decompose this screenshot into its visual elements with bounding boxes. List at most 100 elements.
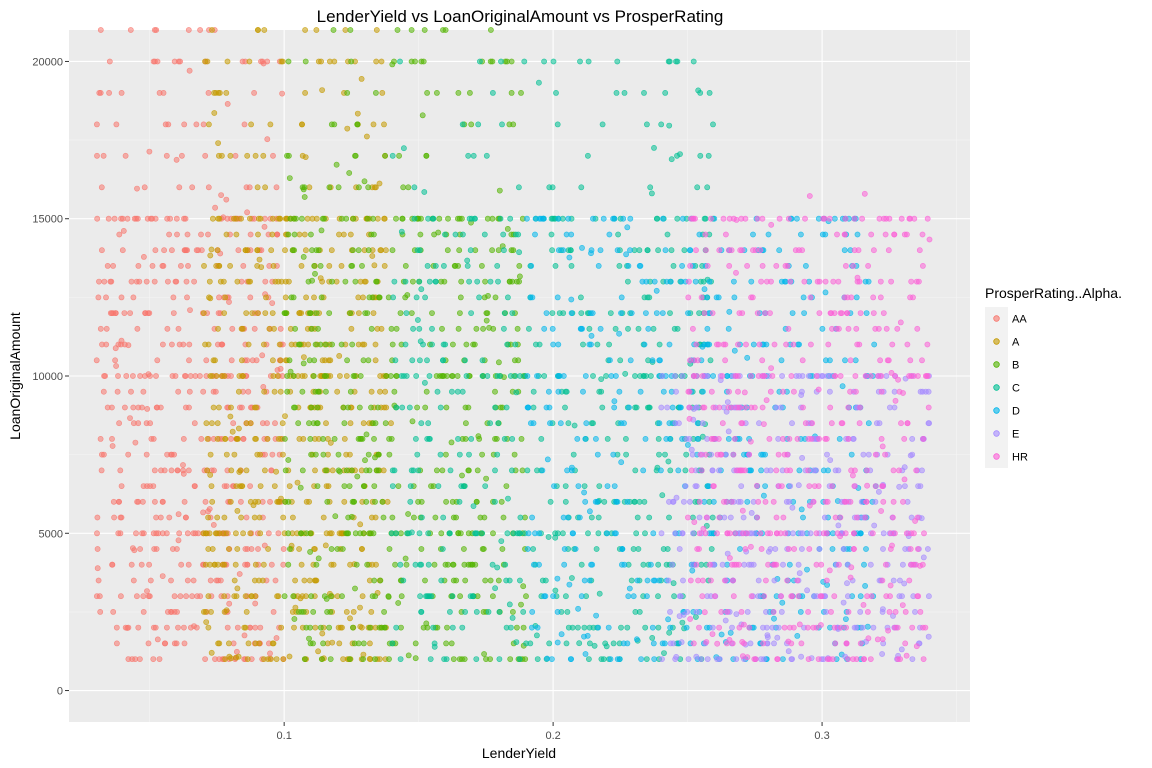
data-point	[579, 244, 585, 251]
data-point	[789, 504, 796, 511]
data-point	[344, 90, 351, 96]
data-point	[112, 310, 119, 316]
data-point	[245, 388, 252, 395]
data-point	[423, 152, 430, 159]
data-point	[909, 435, 916, 442]
data-point	[255, 498, 262, 505]
data-point	[876, 488, 882, 495]
data-point	[915, 593, 922, 600]
data-point	[469, 593, 476, 600]
data-point	[813, 530, 820, 537]
data-point	[461, 656, 468, 662]
data-point	[744, 354, 751, 361]
data-point	[349, 262, 356, 269]
data-point	[208, 649, 215, 656]
data-point	[150, 435, 157, 442]
data-point	[744, 262, 750, 269]
data-point	[315, 325, 321, 332]
data-point	[339, 593, 345, 600]
data-point	[871, 341, 878, 348]
data-point	[242, 546, 249, 552]
data-point	[786, 624, 793, 631]
data-point	[221, 483, 228, 489]
data-point	[714, 640, 721, 647]
data-point	[393, 373, 400, 379]
data-point	[907, 546, 914, 552]
data-point	[844, 310, 850, 316]
data-point	[221, 561, 228, 568]
data-point	[867, 656, 874, 662]
data-point	[845, 656, 851, 662]
y-tick-label: 20000	[32, 56, 63, 68]
legend-title: ProsperRating..Alpha.	[985, 285, 1122, 301]
data-point	[234, 546, 241, 552]
data-point	[911, 215, 918, 222]
data-point	[857, 310, 864, 316]
data-point	[496, 373, 503, 379]
data-point	[642, 624, 649, 631]
data-point	[823, 357, 829, 364]
data-point	[402, 555, 409, 562]
data-point	[688, 467, 695, 474]
data-point	[365, 247, 372, 254]
data-point	[205, 593, 212, 600]
data-point	[228, 435, 234, 442]
data-point	[302, 27, 308, 33]
data-point	[662, 247, 669, 254]
data-point	[268, 247, 275, 254]
data-point	[269, 215, 276, 222]
data-point	[641, 294, 648, 301]
data-point	[525, 530, 532, 537]
data-point	[359, 546, 365, 552]
data-point	[463, 341, 470, 348]
data-point	[870, 294, 877, 301]
data-point	[197, 27, 203, 33]
data-point	[206, 278, 213, 285]
data-point	[465, 152, 472, 159]
data-point	[202, 656, 208, 662]
data-point	[860, 602, 867, 608]
data-point	[330, 561, 337, 568]
data-point	[211, 110, 218, 116]
data-point	[562, 483, 569, 489]
data-point	[347, 420, 354, 427]
data-point	[397, 58, 403, 65]
data-point	[212, 388, 219, 395]
data-point	[621, 90, 628, 96]
data-point	[497, 215, 504, 222]
data-point	[320, 435, 326, 442]
data-point	[264, 136, 271, 143]
data-point	[423, 620, 430, 627]
data-point	[318, 58, 324, 65]
data-point	[485, 292, 491, 299]
data-point	[377, 577, 384, 584]
data-point	[99, 247, 105, 254]
data-point	[319, 87, 325, 93]
data-point	[806, 546, 813, 552]
data-point	[577, 325, 584, 332]
data-point	[739, 639, 746, 645]
data-point	[847, 574, 854, 581]
data-point	[799, 454, 805, 461]
data-point	[724, 530, 731, 537]
data-point	[117, 467, 124, 474]
data-point	[618, 310, 624, 316]
data-point	[360, 357, 367, 364]
data-point	[668, 156, 675, 163]
data-point	[716, 514, 723, 521]
data-point	[722, 577, 728, 584]
data-point	[882, 231, 889, 238]
data-point	[282, 247, 288, 254]
data-point	[630, 546, 637, 552]
data-point	[661, 640, 668, 647]
data-point	[806, 193, 813, 199]
data-point	[513, 639, 520, 645]
data-point	[204, 467, 211, 474]
data-point	[442, 341, 449, 348]
data-point	[555, 388, 562, 395]
data-points	[93, 27, 933, 662]
data-point	[118, 593, 124, 600]
data-point	[154, 636, 161, 643]
data-point	[233, 593, 240, 600]
data-point	[269, 300, 276, 306]
